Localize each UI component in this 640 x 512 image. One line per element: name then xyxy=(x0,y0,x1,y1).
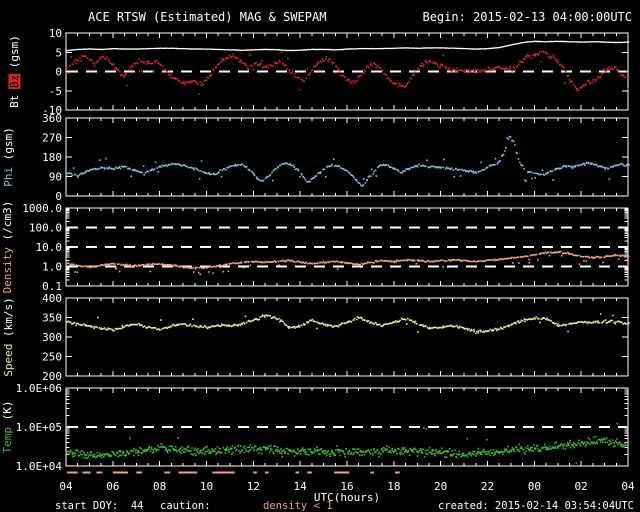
y-axis-label-part: (/cm3) xyxy=(1,201,14,241)
panel-density: 1000.0 100.0 10.0 1.0 0.1 Density (/cm3) xyxy=(1,201,630,294)
panel-phi: 360 270 180 90 0 Phi (gsm) xyxy=(2,112,630,203)
y-tick-label: 5 xyxy=(55,46,62,59)
series-phi xyxy=(65,135,630,187)
axis-ticks xyxy=(65,207,629,287)
panel-speed: 400 350 300 250 200 Speed (km/s) xyxy=(2,292,630,383)
y-tick-label: -10 xyxy=(42,104,62,117)
y-tick-label: 360 xyxy=(42,112,62,125)
y-tick-label: 250 xyxy=(42,351,62,364)
caution-density-mark xyxy=(334,471,350,474)
caution-density-mark xyxy=(253,471,257,474)
caution-density-mark xyxy=(96,471,103,474)
panels-group: 1050-5-10BtBz(gsm)360270180900Phi(gsm)10… xyxy=(1,27,630,473)
y-axis-label: Temp (K) xyxy=(1,401,14,454)
y-axis-label-part: Bt xyxy=(8,95,21,108)
y-tick-label: 300 xyxy=(42,331,62,344)
x-tick-label: 22 xyxy=(481,480,494,493)
inverse-label-box xyxy=(8,73,21,90)
x-tick-label: 20 xyxy=(434,480,447,493)
y-tick-label: 350 xyxy=(42,312,62,325)
panel-mag: 10 5 0 -5 -10 Bt Bz (gsm) xyxy=(8,27,630,117)
x-tick-label: 04 xyxy=(59,480,73,493)
y-axis-label: Bt Bz (gsm) xyxy=(8,35,21,108)
axis-ticks xyxy=(65,117,629,197)
caution-density-mark xyxy=(112,471,129,474)
x-tick-label: 14 xyxy=(294,480,308,493)
y-axis-label: Phi (gsm) xyxy=(2,127,15,187)
y-tick-label: 1000.0 xyxy=(22,202,62,215)
y-tick-label: 200 xyxy=(42,370,62,383)
y-axis-label-part: (K) xyxy=(1,401,14,421)
axis-ticks xyxy=(65,32,629,111)
y-axis-label: Density (/cm3) xyxy=(1,201,14,294)
x-tick-label: 12 xyxy=(247,480,260,493)
caution-density-mark xyxy=(178,471,198,474)
series-speed xyxy=(66,313,630,335)
y-axis-label-part: (km/s) xyxy=(2,297,15,337)
panel-frame xyxy=(65,297,629,377)
series-density xyxy=(65,250,630,276)
x-tick-label: 10 xyxy=(200,480,213,493)
caution-density-mark xyxy=(212,471,235,474)
page-title: ACE RTSW (Estimated) MAG & SWEPAM xyxy=(88,10,326,24)
caution-density-mark xyxy=(82,471,91,474)
x-tick-label: 08 xyxy=(153,480,166,493)
caution-density-mark xyxy=(67,471,78,474)
y-tick-label: 10 xyxy=(49,27,62,40)
y-tick-label: -5 xyxy=(49,85,62,98)
x-axis-labels-group: 04 06 08 10 12 14 16 18 20 22 00 02 04 xyxy=(59,480,635,493)
caution-density-mark xyxy=(295,471,299,474)
x-axis-title: UTC(hours) xyxy=(314,491,380,504)
begin-timestamp: Begin: 2015-02-13 04:00:00UTC xyxy=(422,10,632,24)
series-bt xyxy=(66,40,630,52)
x-tick-label: 18 xyxy=(387,480,400,493)
x-tick-label: 00 xyxy=(528,480,541,493)
x-tick-label: 02 xyxy=(575,480,588,493)
y-tick-label: 1.0E+04 xyxy=(16,460,63,473)
y-axis-label-part: Phi xyxy=(2,167,15,187)
y-tick-label: 180 xyxy=(42,151,62,164)
y-axis-label: Speed (km/s) xyxy=(2,297,15,376)
caution-density-mark xyxy=(370,471,374,474)
footer-created-timestamp: created: 2015-02-14 03:54:04UTC xyxy=(438,500,634,512)
footer-start-doy: start DOY: 44 xyxy=(55,500,144,512)
footer-caution-label: caution: xyxy=(160,500,211,512)
x-tick-label: 06 xyxy=(106,480,119,493)
y-axis-label-part: Bz xyxy=(8,75,21,88)
y-tick-label: 10.0 xyxy=(36,241,63,254)
y-tick-label: 0 xyxy=(55,190,62,203)
y-axis-label-part: Speed xyxy=(2,344,15,377)
x-tick-label: 04 xyxy=(621,480,635,493)
y-axis-label-part: Temp xyxy=(1,427,14,454)
y-tick-label: 270 xyxy=(42,132,62,145)
footer-caution-value: density < 1 xyxy=(263,500,333,512)
caution-density-mark xyxy=(395,471,400,474)
y-axis-label-part: Density xyxy=(1,247,14,294)
caution-density-mark xyxy=(164,471,171,474)
y-tick-label: 1.0 xyxy=(42,261,62,274)
y-tick-label: 100.0 xyxy=(29,222,62,235)
y-tick-label: 400 xyxy=(42,292,62,305)
y-tick-label: 1.0E+06 xyxy=(16,382,62,395)
y-tick-label: 0.1 xyxy=(42,280,62,293)
caution-markers-group xyxy=(67,471,400,474)
axis-ticks xyxy=(65,387,629,467)
y-tick-label: 90 xyxy=(49,171,62,184)
x-tick-label: 16 xyxy=(340,480,353,493)
series-bz xyxy=(65,50,630,95)
axis-ticks xyxy=(65,297,629,377)
caution-density-mark xyxy=(265,471,269,474)
panel-frame xyxy=(65,117,629,197)
y-tick-label: 0 xyxy=(55,66,62,79)
y-tick-label: 1.0E+05 xyxy=(16,421,62,434)
caution-density-mark xyxy=(307,471,312,474)
y-axis-label-part: (gsm) xyxy=(2,127,15,160)
series-temp xyxy=(65,422,630,464)
y-axis-label-part: (gsm) xyxy=(8,35,21,68)
caution-density-mark xyxy=(136,471,143,474)
